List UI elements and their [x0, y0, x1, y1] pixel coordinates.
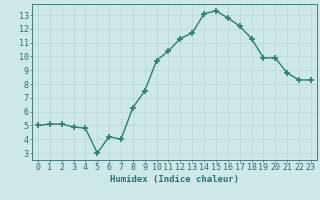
X-axis label: Humidex (Indice chaleur): Humidex (Indice chaleur) — [110, 175, 239, 184]
